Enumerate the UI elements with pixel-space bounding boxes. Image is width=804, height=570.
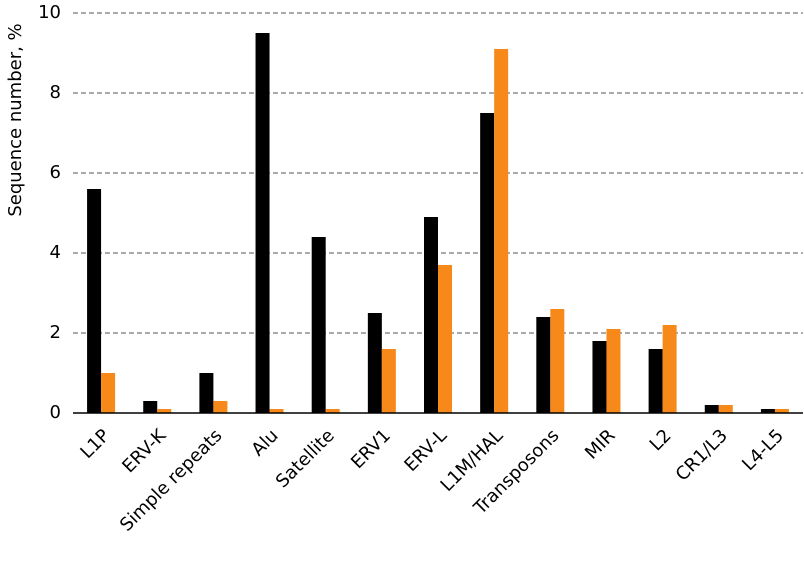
bar (199, 373, 214, 413)
bar (648, 349, 663, 413)
bar (592, 341, 607, 413)
y-tick-label: 8 (50, 82, 61, 103)
x-tick-label: CR1/L3 (672, 425, 732, 485)
bar (269, 409, 284, 413)
x-tick-label: L4-L5 (738, 425, 788, 475)
bar (87, 189, 102, 413)
bar (718, 405, 733, 413)
y-tick-label: 2 (50, 322, 61, 343)
bar (381, 349, 396, 413)
y-tick-label: 10 (38, 2, 61, 23)
bar (143, 401, 158, 413)
bar (311, 237, 326, 413)
x-tick-label: Alu (247, 425, 282, 460)
bar (704, 405, 719, 413)
x-tick-label: ERV-K (118, 424, 171, 477)
y-tick-label: 0 (50, 402, 61, 423)
bar (157, 409, 172, 413)
bar (550, 309, 565, 413)
bar (325, 409, 340, 413)
bar (255, 33, 270, 413)
bar (101, 373, 116, 413)
y-axis-title: Sequence number, % (5, 23, 26, 216)
x-tick-label: MIR (581, 425, 619, 463)
bar (438, 265, 452, 413)
bar (424, 217, 438, 413)
bar (494, 49, 509, 413)
bar (774, 409, 789, 413)
x-tick-label: ERV-L (400, 425, 451, 476)
x-tick-label: ERV1 (347, 425, 395, 473)
y-tick-label: 4 (50, 242, 61, 263)
x-tick-label: Simple repeats (116, 425, 226, 535)
bar (760, 409, 775, 413)
bar (480, 113, 495, 413)
bar (536, 317, 551, 413)
x-tick-label: L1P (76, 425, 114, 463)
x-tick-label: L2 (646, 425, 676, 455)
x-tick-label: Satellite (272, 425, 339, 492)
bar (662, 325, 677, 413)
bar (213, 401, 228, 413)
y-tick-label: 6 (50, 162, 61, 183)
bar (367, 313, 382, 413)
bar (606, 329, 621, 413)
